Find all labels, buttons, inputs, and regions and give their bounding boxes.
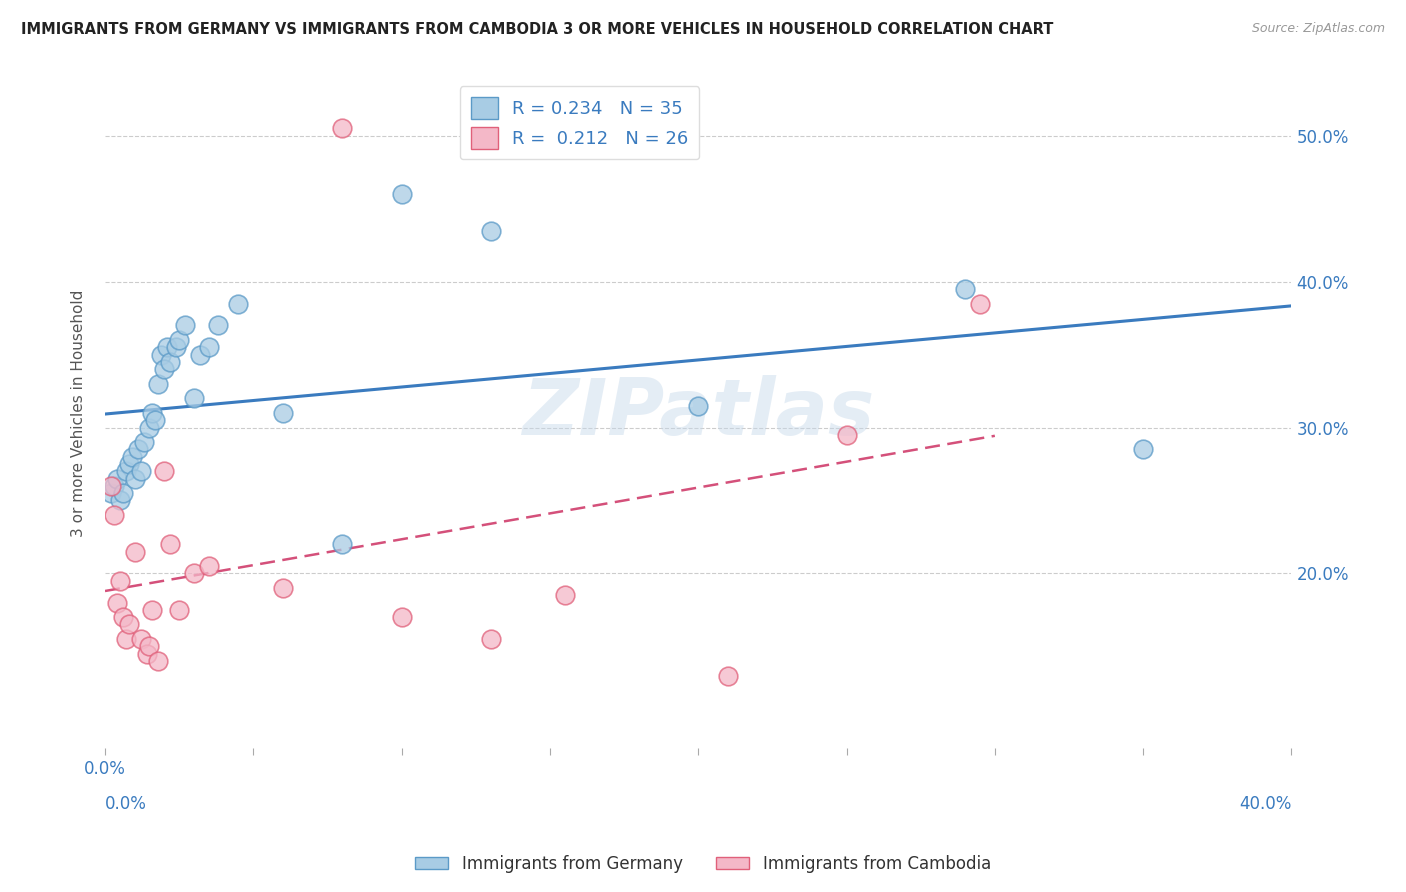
Point (554, 588, 576, 602)
Legend: Immigrants from Germany, Immigrants from Cambodia: Immigrants from Germany, Immigrants from… (408, 848, 998, 880)
Text: ZIPatlas: ZIPatlas (522, 375, 875, 451)
Text: Source: ZipAtlas.com: Source: ZipAtlas.com (1251, 22, 1385, 36)
Point (100, 486, 122, 500)
Y-axis label: 3 or more Vehicles in Household: 3 or more Vehicles in Household (72, 289, 86, 537)
Point (717, 668, 740, 682)
Point (165, 340, 187, 354)
Point (111, 610, 134, 624)
Point (135, 647, 157, 661)
Point (159, 355, 181, 369)
Point (103, 508, 125, 522)
Point (167, 603, 190, 617)
Point (153, 464, 176, 478)
Point (953, 282, 976, 296)
Point (114, 464, 136, 478)
Point (174, 318, 197, 333)
Point (138, 640, 160, 654)
Point (121, 450, 143, 464)
Point (114, 632, 136, 646)
Point (835, 427, 858, 442)
Text: IMMIGRANTS FROM GERMANY VS IMMIGRANTS FROM CAMBODIA 3 OR MORE VEHICLES IN HOUSEH: IMMIGRANTS FROM GERMANY VS IMMIGRANTS FR… (21, 22, 1053, 37)
Point (159, 537, 181, 551)
Point (330, 537, 353, 551)
Point (108, 493, 131, 508)
Point (129, 632, 152, 646)
Point (141, 603, 163, 617)
Point (391, 187, 413, 202)
Point (150, 348, 173, 362)
Point (145, 413, 167, 427)
Point (479, 224, 502, 238)
Point (688, 399, 710, 413)
Point (969, 296, 991, 310)
Point (100, 479, 122, 493)
Point (132, 435, 155, 450)
Legend: R = 0.234   N = 35, R =  0.212   N = 26: R = 0.234 N = 35, R = 0.212 N = 26 (460, 87, 699, 160)
Point (183, 392, 205, 406)
Point (118, 457, 141, 471)
Point (105, 472, 128, 486)
Point (188, 348, 211, 362)
Point (271, 406, 294, 420)
Point (141, 406, 163, 420)
Point (198, 340, 221, 354)
Point (124, 472, 146, 486)
Point (271, 581, 294, 595)
Text: 0.0%: 0.0% (105, 796, 146, 814)
Point (183, 566, 205, 581)
Point (148, 654, 170, 668)
Text: 40.0%: 40.0% (1239, 796, 1292, 814)
Point (124, 544, 146, 558)
Point (105, 596, 128, 610)
Point (118, 617, 141, 632)
Point (330, 121, 353, 136)
Point (228, 296, 250, 310)
Point (129, 464, 152, 478)
Point (138, 420, 160, 434)
Point (111, 486, 134, 500)
Point (167, 333, 190, 347)
Point (127, 442, 149, 457)
Point (198, 559, 221, 574)
Point (479, 632, 502, 646)
Point (391, 610, 413, 624)
Point (156, 340, 179, 354)
Point (207, 318, 229, 333)
Point (1132, 442, 1154, 457)
Point (108, 574, 131, 588)
Point (103, 479, 125, 493)
Point (148, 376, 170, 391)
Point (153, 362, 176, 376)
